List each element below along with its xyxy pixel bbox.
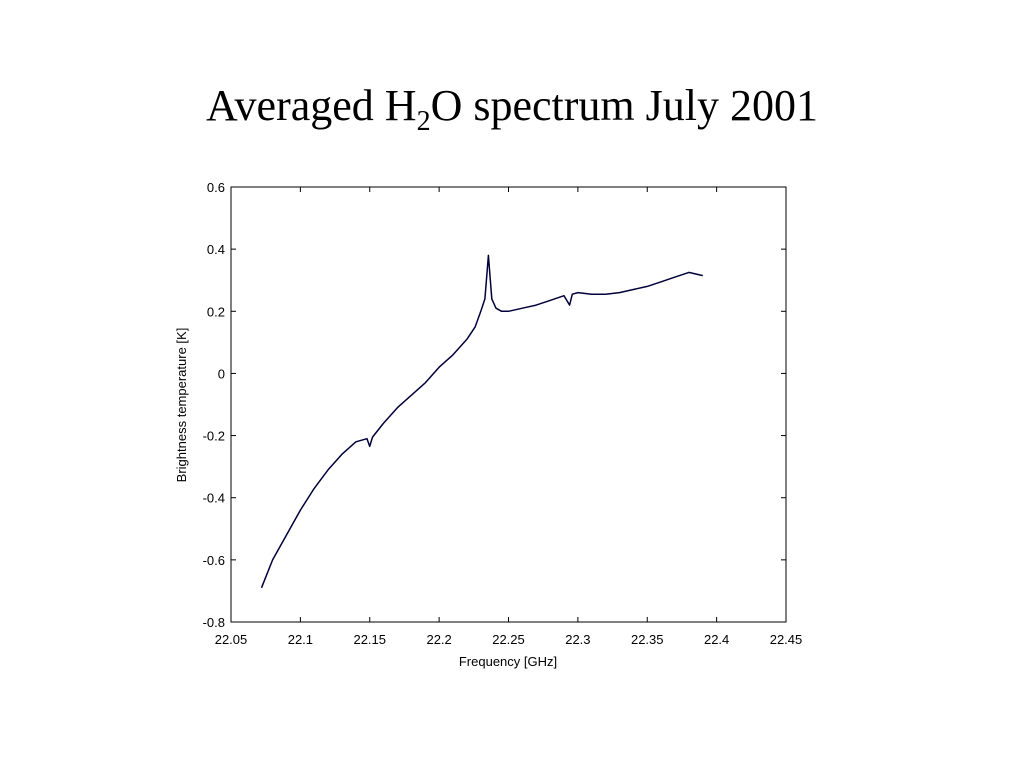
plot-frame bbox=[230, 186, 787, 623]
x-tick-label: 22.2 bbox=[426, 632, 451, 647]
title-subscript: 2 bbox=[416, 106, 431, 137]
y-tick-label: 0.4 bbox=[207, 242, 225, 257]
x-tick-label: 22.25 bbox=[492, 632, 525, 647]
y-axis-tick-labels: -0.8 -0.6 -0.4 -0.2 0 0.2 0.4 0.6 bbox=[203, 180, 225, 630]
y-tick-label: 0.2 bbox=[207, 304, 225, 319]
title-rest-text: O spectrum July 2001 bbox=[430, 81, 818, 130]
y-axis-ticks bbox=[231, 186, 786, 623]
y-tick-label: 0 bbox=[218, 366, 225, 381]
y-tick-label: 0.6 bbox=[207, 180, 225, 195]
x-tick-label: 22.35 bbox=[631, 632, 664, 647]
y-tick-label: -0.4 bbox=[203, 491, 225, 506]
y-tick-label: -0.2 bbox=[203, 429, 225, 444]
x-tick-label: 22.3 bbox=[565, 632, 590, 647]
x-tick-label: 22.45 bbox=[770, 632, 803, 647]
y-tick-label: -0.6 bbox=[203, 553, 225, 568]
title-main-text: Averaged H bbox=[206, 81, 417, 130]
x-tick-label: 22.4 bbox=[704, 632, 729, 647]
y-tick-label: -0.8 bbox=[203, 615, 225, 630]
x-axis-ticks bbox=[230, 187, 787, 622]
spectrum-line bbox=[260, 254, 703, 589]
x-tick-label: 22.05 bbox=[215, 632, 248, 647]
x-tick-label: 22.1 bbox=[288, 632, 313, 647]
x-axis-label: Frequency [GHz] bbox=[459, 654, 557, 669]
x-tick-label: 22.15 bbox=[353, 632, 386, 647]
y-axis-label: Brightness temperature [K] bbox=[174, 328, 189, 483]
x-axis-tick-labels: 22.05 22.1 22.15 22.2 22.25 22.3 22.35 22.4 22.4… bbox=[215, 632, 803, 647]
slide-title: Averaged H2O spectrum July 2001 bbox=[0, 80, 1024, 136]
